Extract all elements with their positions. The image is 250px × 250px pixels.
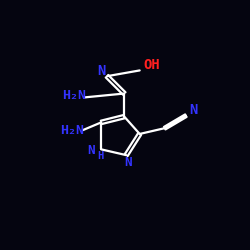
Text: N: N (88, 144, 95, 157)
Text: OH: OH (143, 58, 160, 72)
Text: N: N (189, 102, 198, 117)
Text: N: N (124, 156, 132, 169)
Text: H₂N: H₂N (60, 124, 84, 136)
Text: H: H (97, 151, 103, 161)
Text: H₂N: H₂N (62, 89, 86, 102)
Text: N: N (97, 64, 106, 78)
